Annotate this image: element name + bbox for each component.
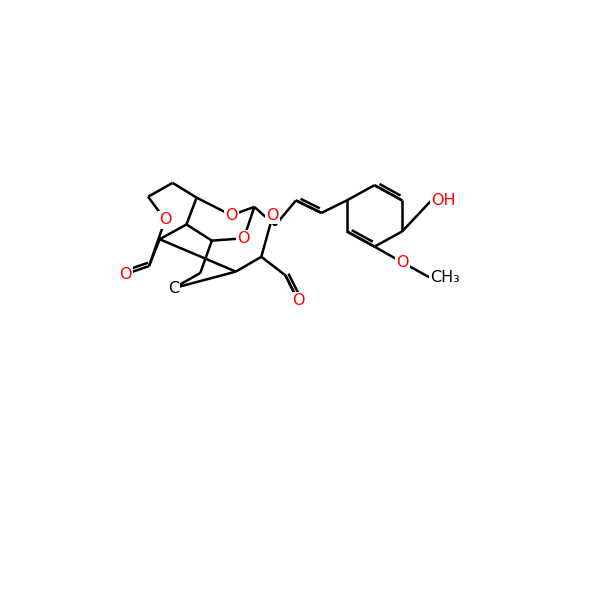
Text: O: O [119, 267, 131, 282]
Text: CH₃: CH₃ [430, 270, 460, 285]
Text: O: O [292, 293, 305, 308]
Text: C: C [168, 281, 179, 296]
Text: O: O [238, 231, 250, 246]
Text: O: O [225, 208, 238, 223]
Text: OH: OH [431, 193, 456, 208]
Text: O: O [159, 212, 172, 227]
Text: O: O [266, 208, 279, 223]
Text: O: O [396, 255, 409, 270]
